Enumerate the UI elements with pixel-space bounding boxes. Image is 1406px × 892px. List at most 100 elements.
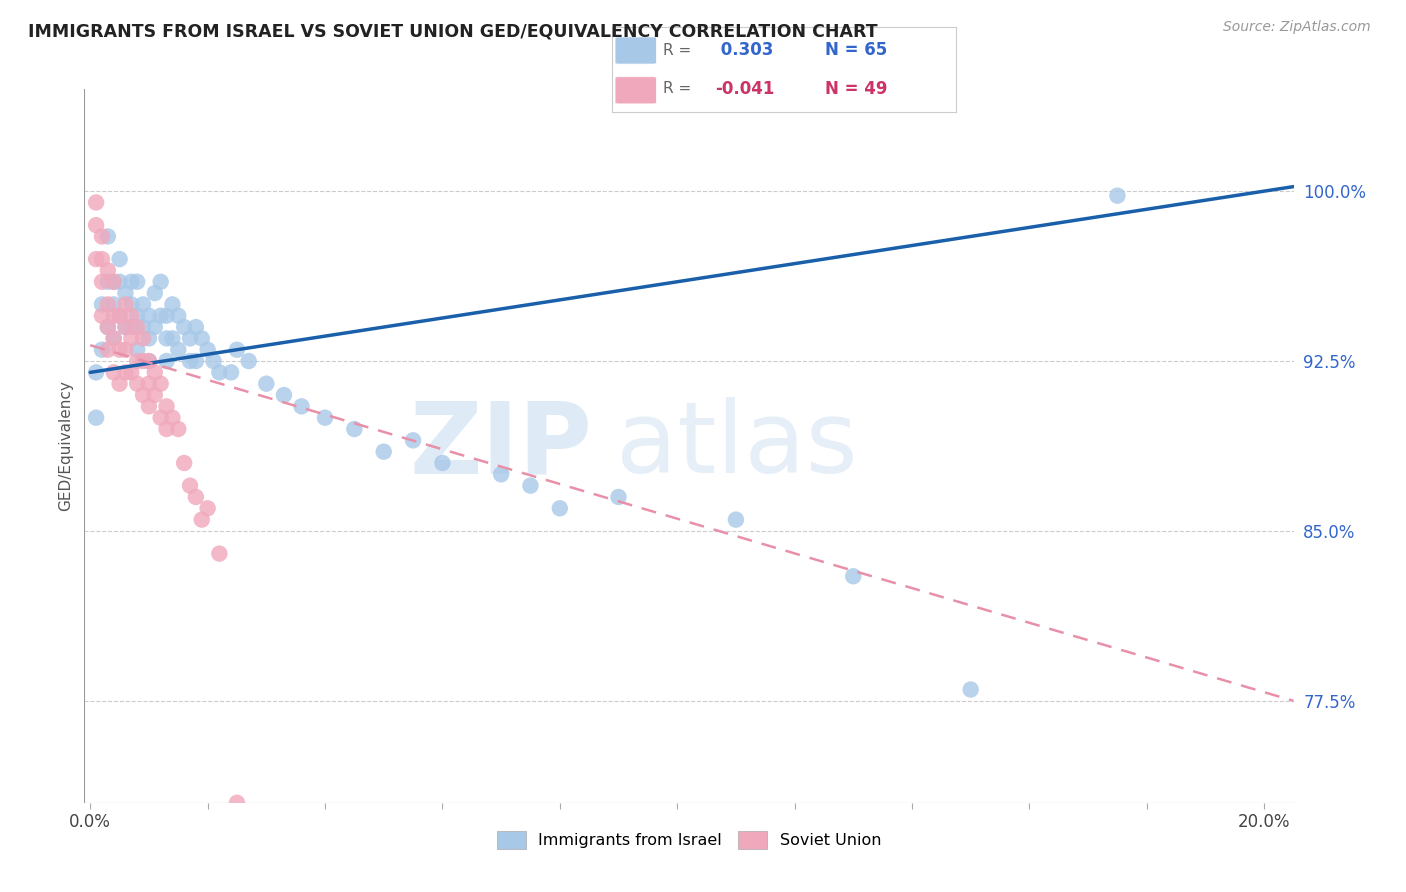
Point <box>155 422 177 436</box>
Point <box>155 400 177 414</box>
Point <box>108 252 131 266</box>
Point <box>84 218 107 232</box>
Point <box>132 320 155 334</box>
Point <box>103 275 125 289</box>
Point <box>97 297 120 311</box>
Point <box>343 422 366 436</box>
Point <box>149 410 172 425</box>
Point <box>167 309 190 323</box>
Point <box>167 422 190 436</box>
Point <box>489 467 512 482</box>
Point <box>103 297 125 311</box>
Point <box>108 376 131 391</box>
Point <box>127 376 149 391</box>
Point <box>373 444 395 458</box>
Point <box>103 331 125 345</box>
Text: Source: ZipAtlas.com: Source: ZipAtlas.com <box>1223 20 1371 34</box>
Point <box>190 513 212 527</box>
Point <box>108 309 131 323</box>
Point <box>84 410 107 425</box>
Point <box>138 309 160 323</box>
Point <box>91 275 114 289</box>
Point <box>179 478 201 492</box>
Point <box>202 354 225 368</box>
Point <box>179 331 201 345</box>
Point <box>143 365 166 379</box>
Point <box>91 343 114 357</box>
Point <box>103 331 125 345</box>
Point <box>120 331 142 345</box>
Point <box>97 320 120 334</box>
Point <box>208 547 231 561</box>
Point <box>173 320 195 334</box>
Point <box>238 354 260 368</box>
Text: IMMIGRANTS FROM ISRAEL VS SOVIET UNION GED/EQUIVALENCY CORRELATION CHART: IMMIGRANTS FROM ISRAEL VS SOVIET UNION G… <box>28 22 877 40</box>
Point <box>167 343 190 357</box>
Point <box>197 501 219 516</box>
Point <box>103 275 125 289</box>
Point <box>548 501 571 516</box>
Point <box>91 229 114 244</box>
Point <box>155 354 177 368</box>
Point <box>842 569 865 583</box>
Text: N = 65: N = 65 <box>825 42 887 60</box>
Point <box>519 478 541 492</box>
Point <box>114 343 136 357</box>
Text: 0.303: 0.303 <box>716 42 773 60</box>
Point <box>607 490 630 504</box>
Point <box>184 320 207 334</box>
Text: R =: R = <box>664 43 692 58</box>
Point <box>97 229 120 244</box>
Point <box>184 354 207 368</box>
Point <box>155 331 177 345</box>
Point <box>402 434 425 448</box>
Point <box>208 365 231 379</box>
Point <box>97 343 120 357</box>
Point <box>132 297 155 311</box>
Point <box>84 195 107 210</box>
Point <box>127 343 149 357</box>
FancyBboxPatch shape <box>614 37 657 64</box>
FancyBboxPatch shape <box>614 77 657 103</box>
Text: ZIP: ZIP <box>409 398 592 494</box>
Y-axis label: GED/Equivalency: GED/Equivalency <box>58 381 73 511</box>
Point <box>290 400 312 414</box>
Point <box>127 309 149 323</box>
Point <box>132 331 155 345</box>
Point <box>254 376 277 391</box>
Point <box>149 376 172 391</box>
Point <box>226 343 249 357</box>
Text: N = 49: N = 49 <box>825 79 887 97</box>
Point <box>84 252 107 266</box>
Point <box>84 365 107 379</box>
Point <box>108 343 131 357</box>
Point <box>120 365 142 379</box>
Point <box>138 376 160 391</box>
Text: R =: R = <box>664 81 692 96</box>
Point <box>143 286 166 301</box>
Point <box>114 365 136 379</box>
Point <box>127 320 149 334</box>
Point <box>138 331 160 345</box>
Point <box>314 410 336 425</box>
Point <box>138 400 160 414</box>
Point <box>127 354 149 368</box>
Point <box>114 297 136 311</box>
Point <box>97 320 120 334</box>
Point <box>120 320 142 334</box>
Point <box>149 309 172 323</box>
Point <box>162 410 184 425</box>
Point <box>724 513 747 527</box>
Point <box>138 354 160 368</box>
Point <box>149 275 172 289</box>
Point <box>219 365 242 379</box>
Point <box>114 286 136 301</box>
Point <box>97 275 120 289</box>
Point <box>103 309 125 323</box>
Point <box>108 309 131 323</box>
Point <box>155 309 177 323</box>
Point <box>114 320 136 334</box>
Point <box>120 297 142 311</box>
Point <box>226 796 249 810</box>
Point <box>91 297 114 311</box>
